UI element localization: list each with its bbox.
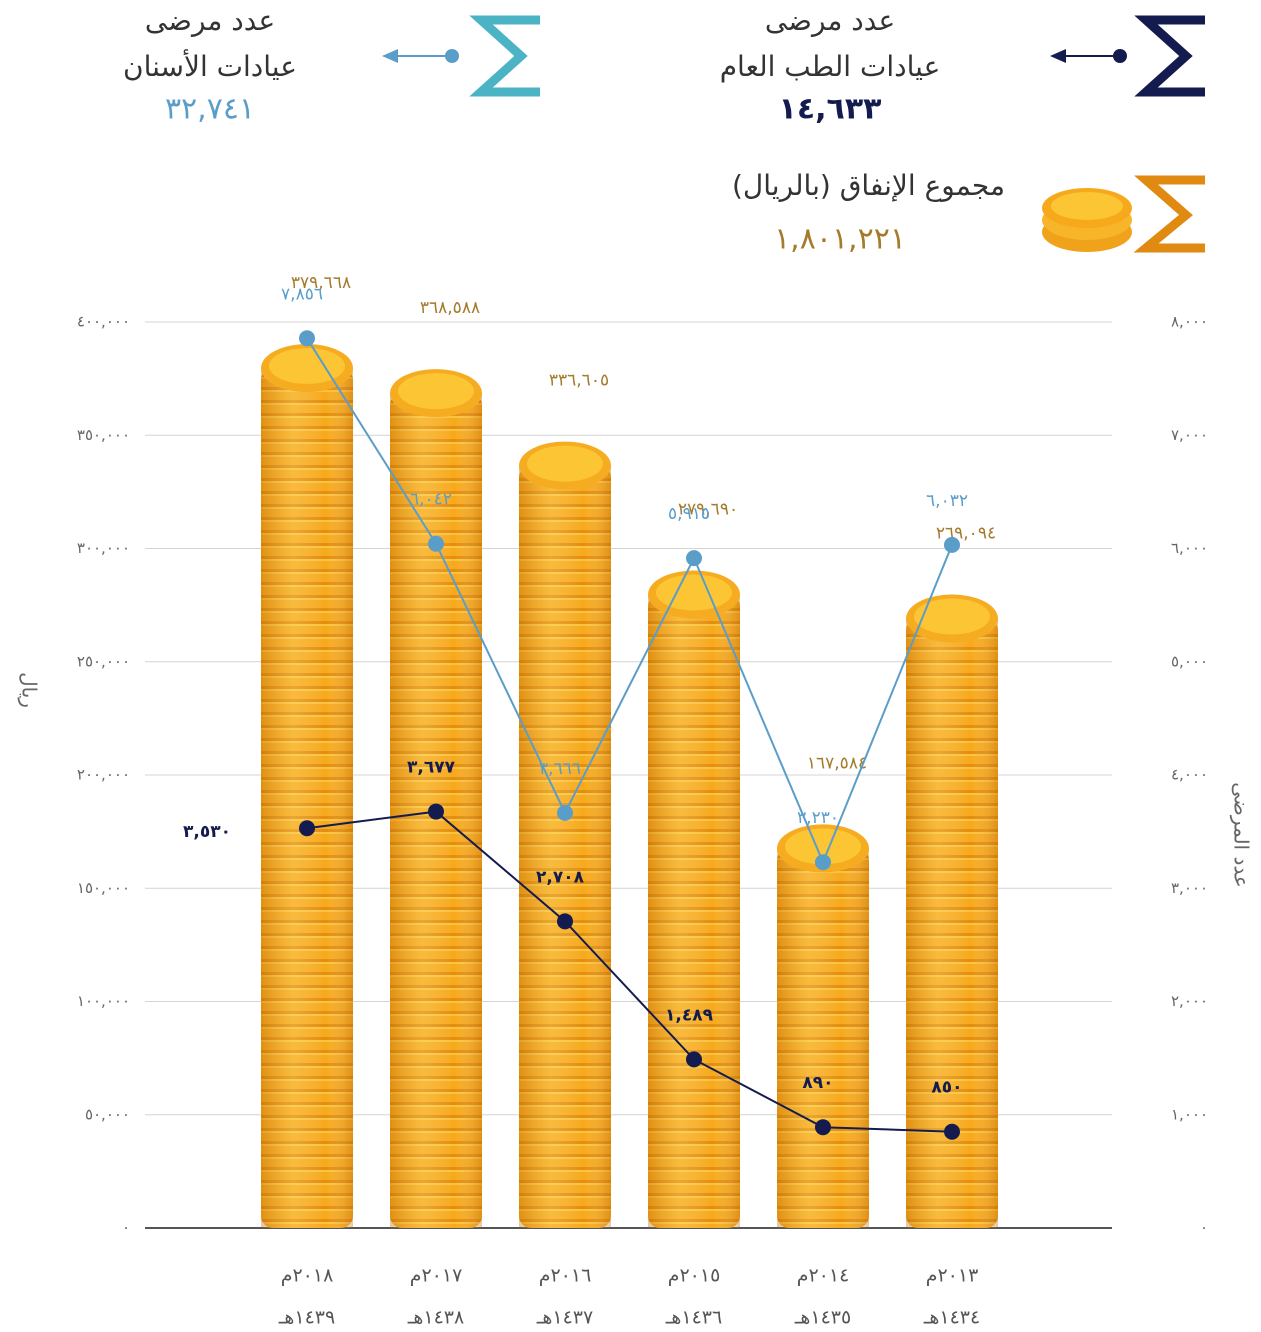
legend-heading: عدد مرضى bbox=[765, 4, 895, 37]
legend-arrow-head bbox=[1050, 49, 1066, 63]
y-tick-label: ٢٥٠,٠٠٠ bbox=[77, 652, 130, 670]
y-tick-label: ٢٠٠,٠٠٠ bbox=[77, 766, 130, 784]
line-value-label: ٥,٩١٥ bbox=[668, 504, 710, 524]
coin-top-face bbox=[656, 575, 732, 611]
line-value-label: ٨٩٠ bbox=[802, 1073, 833, 1093]
line-value-label: ٣,٦٦٦ bbox=[539, 759, 581, 779]
y2-tick-label: ٨,٠٠٠ bbox=[1171, 313, 1208, 331]
x-tick-label-hijri: ١٤٣٥هـ bbox=[794, 1307, 851, 1329]
line-value-label: ٣,٦٧٧ bbox=[407, 758, 456, 778]
coin-shade bbox=[519, 466, 611, 1228]
coin-top-face bbox=[914, 599, 990, 635]
x-tick-label: ٢٠١٧م bbox=[410, 1265, 463, 1287]
bar-value-label: ٣٣٦,٦٠٥ bbox=[549, 371, 609, 391]
legend-icon bbox=[481, 20, 540, 92]
y2-tick-label: ٠ bbox=[1200, 1219, 1208, 1237]
line-point bbox=[557, 805, 573, 821]
x-tick-label-hijri: ١٤٣٨هـ bbox=[407, 1307, 464, 1329]
x-tick-label: ٢٠١٥م bbox=[668, 1265, 721, 1287]
coin-shade bbox=[261, 368, 353, 1228]
y-tick-label: ١٥٠,٠٠٠ bbox=[77, 879, 130, 897]
x-tick-label: ٢٠١٦م bbox=[539, 1265, 592, 1287]
y-tick-label: ٣٠٠,٠٠٠ bbox=[77, 539, 130, 557]
y2-tick-label: ٥,٠٠٠ bbox=[1171, 652, 1208, 670]
x-tick-label: ٢٠١٣م bbox=[926, 1265, 979, 1287]
legend-total: ١٤,٦٣٣ bbox=[779, 92, 882, 127]
x-tick-label-hijri: ١٤٣٩هـ bbox=[278, 1307, 335, 1329]
legend-icon bbox=[1146, 180, 1205, 248]
bar-value-label: ٢٦٩,٠٩٤ bbox=[936, 524, 996, 544]
legend-icon bbox=[1146, 20, 1205, 92]
line-value-label: ١,٤٨٩ bbox=[665, 1005, 714, 1025]
line-point bbox=[686, 1051, 702, 1067]
coin-shade bbox=[648, 595, 740, 1228]
y2-tick-label: ٦,٠٠٠ bbox=[1171, 539, 1208, 557]
legend-name: عيادات الأسنان bbox=[123, 48, 297, 83]
line-point bbox=[557, 913, 573, 929]
legend-dot bbox=[1113, 49, 1127, 63]
x-tick-label: ٢٠١٨م bbox=[281, 1265, 334, 1287]
y2-tick-label: ٤,٠٠٠ bbox=[1171, 766, 1208, 784]
legend-dot bbox=[445, 49, 459, 63]
line-value-label: ٦,٠٣٢ bbox=[926, 491, 968, 511]
y2-tick-label: ٣,٠٠٠ bbox=[1171, 879, 1208, 897]
y2-tick-label: ١,٠٠٠ bbox=[1171, 1105, 1208, 1123]
legend-heading: عدد مرضى bbox=[145, 4, 275, 37]
y-axis-title: ريال bbox=[18, 672, 42, 708]
line-value-label: ٦,٠٤٢ bbox=[410, 490, 452, 510]
line-point bbox=[815, 854, 831, 870]
line-value-label: ٧,٨٥٦ bbox=[281, 284, 323, 304]
coin-top-face bbox=[269, 348, 345, 384]
line-point bbox=[686, 550, 702, 566]
line-point bbox=[428, 804, 444, 820]
line-value-label: ٣,٢٣٠ bbox=[797, 808, 839, 828]
y-tick-label: ١٠٠,٠٠٠ bbox=[77, 992, 130, 1010]
y-tick-label: ٣٥٠,٠٠٠ bbox=[77, 426, 130, 444]
y-tick-label: ٥٠,٠٠٠ bbox=[85, 1105, 130, 1123]
legend-arrow-head bbox=[382, 49, 398, 63]
page: عدد مرضى عيادات الطب العام ١٤,٦٣٣ عدد مر… bbox=[0, 0, 1261, 1332]
y2-tick-label: ٧,٠٠٠ bbox=[1171, 426, 1208, 444]
y2-axis-title: عدد المرضى bbox=[1230, 782, 1254, 888]
line-point bbox=[944, 1124, 960, 1140]
line-value-label: ٣,٥٣٠ bbox=[183, 822, 231, 842]
x-tick-label-hijri: ١٤٣٤هـ bbox=[923, 1307, 980, 1329]
legend-name: مجموع الإنفاق (بالريال) bbox=[732, 169, 1005, 202]
legend-total: ٣٢,٧٤١ bbox=[165, 92, 255, 127]
y-tick-label: ٤٠٠,٠٠٠ bbox=[77, 313, 130, 331]
bar-value-label: ١٦٧,٥٨٤ bbox=[807, 753, 867, 773]
line-point bbox=[299, 820, 315, 836]
line-point bbox=[299, 330, 315, 346]
coin-top-face bbox=[398, 373, 474, 409]
legend-coin bbox=[1051, 192, 1123, 220]
x-tick-label: ٢٠١٤م bbox=[797, 1265, 850, 1287]
line-value-label: ٢,٧٠٨ bbox=[536, 867, 585, 887]
legend-total: ١,٨٠١,٢٢١ bbox=[774, 222, 906, 257]
legend-name: عيادات الطب العام bbox=[720, 50, 941, 83]
line-point bbox=[944, 537, 960, 553]
y2-tick-label: ٢,٠٠٠ bbox=[1171, 992, 1208, 1010]
x-tick-label-hijri: ١٤٣٧هـ bbox=[536, 1307, 593, 1329]
line-point bbox=[815, 1119, 831, 1135]
coin-top-face bbox=[527, 446, 603, 482]
coin-shade bbox=[777, 848, 869, 1228]
bar-value-label: ٣٦٨,٥٨٨ bbox=[420, 298, 480, 318]
y-tick-label: ٠ bbox=[122, 1219, 130, 1237]
line-value-label: ٨٥٠ bbox=[931, 1078, 962, 1098]
x-tick-label-hijri: ١٤٣٦هـ bbox=[665, 1307, 722, 1329]
line-point bbox=[428, 536, 444, 552]
chart: عدد مرضى عيادات الطب العام ١٤,٦٣٣ عدد مر… bbox=[0, 0, 1261, 1332]
